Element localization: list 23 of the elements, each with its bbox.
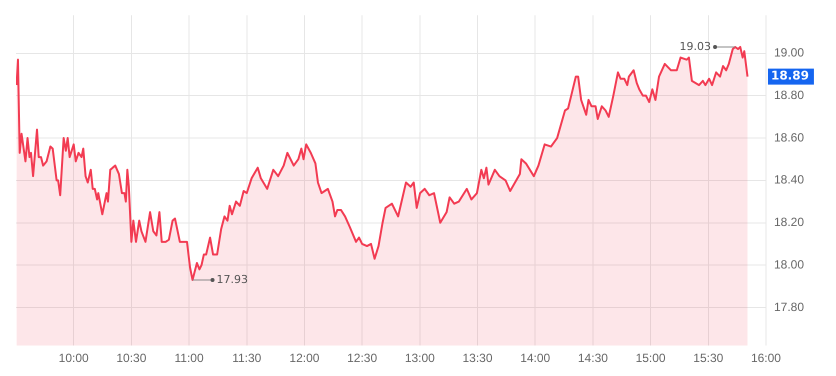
y-tick-label: 18.40 [774,172,804,187]
x-tick-label: 10:30 [116,351,147,366]
y-tick-label: 17.80 [774,300,804,314]
y-tick-label: 18.00 [774,257,804,272]
y-tick-label: 18.80 [774,88,804,102]
x-tick-label: 11:30 [232,351,262,366]
x-tick-label: 12:00 [289,351,320,366]
y-tick-label: 18.60 [774,130,804,144]
y-tick-label: 18.20 [774,215,804,230]
x-tick-label: 12:30 [347,351,378,366]
x-tick-label: 15:00 [636,351,666,366]
annotation: 17.93 [216,272,248,286]
x-tick-label: 14:00 [520,351,551,366]
x-tick-label: 13:00 [404,351,436,366]
x-tick-label: 11:00 [174,351,204,366]
annotation: 19.03 [680,40,712,53]
x-tick-label: 10:00 [58,351,90,366]
x-tick-label: 14:30 [578,351,608,366]
annotation: 18.89 [770,68,809,83]
x-tick-label: 13:30 [462,351,493,366]
y-tick-label: 19.00 [774,46,804,60]
x-tick-label: 16:00 [750,351,782,366]
x-tick-label: 15:30 [693,351,724,366]
